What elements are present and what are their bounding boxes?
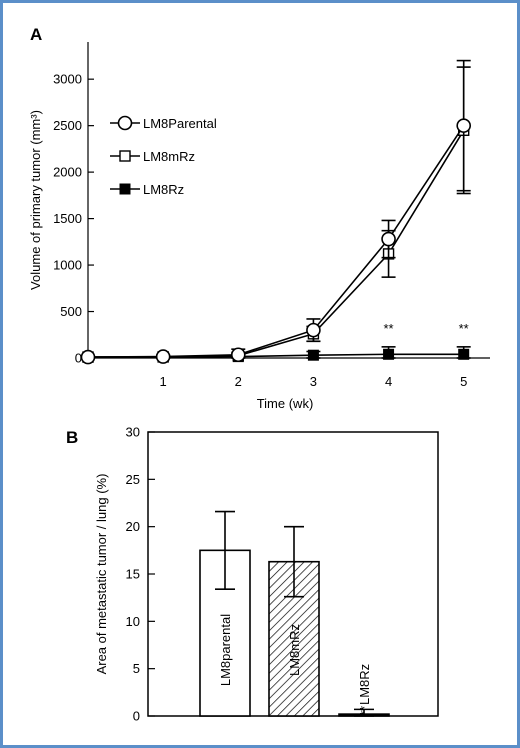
y-tick-label: 30 [126, 425, 140, 440]
y-tick-label: 3000 [53, 72, 82, 87]
series-lm8mrz [81, 66, 471, 363]
bar-label: LM8mRz [287, 624, 302, 676]
legend-label: LM8mRz [143, 149, 195, 164]
annotation-layer: ** ** [383, 321, 468, 336]
significance-marker: ** [357, 706, 372, 716]
bar-layer: LM8parental LM8mRz LM8Rz** [199, 510, 390, 717]
y-tick-label: 25 [126, 472, 140, 487]
y-tick-label: 2000 [53, 165, 82, 180]
y-tick-label: 20 [126, 519, 140, 534]
data-point-filled-square [458, 348, 470, 360]
series-lm8rz [81, 346, 471, 363]
series-layer [80, 59, 472, 365]
significance-marker: ** [383, 321, 393, 336]
y-ticks: 0 5 10 15 20 25 30 [126, 425, 155, 724]
line-chart: 0 500 1000 1500 2000 2500 3000 1 2 3 4 5 ** ** Time… [28, 42, 490, 411]
data-point-filled-square [307, 349, 319, 361]
x-tick-label: 1 [160, 374, 167, 389]
x-tick-label: 3 [310, 374, 317, 389]
y-axis-title: Volume of primary tumor (mm³) [28, 110, 43, 290]
bar-chart: 0 5 10 15 20 25 30 LM8parental LM8mRz LM8Rz** Ar… [94, 425, 439, 724]
y-tick-label: 1000 [53, 258, 82, 273]
legend-label: LM8Rz [143, 182, 184, 197]
y-tick-label: 0 [75, 351, 82, 366]
data-point-circle [117, 115, 133, 131]
significance-marker: ** [459, 321, 469, 336]
panel-a-letter: A [30, 25, 42, 44]
x-axis-title: Time (wk) [257, 396, 314, 411]
data-point-circle [456, 118, 472, 133]
panel-b-letter: B [66, 428, 78, 447]
data-point-circle [155, 349, 171, 364]
series-lm8parental [80, 59, 472, 365]
data-point-circle [230, 347, 246, 363]
y-tick-label: 500 [60, 304, 82, 319]
legend: LM8Parental LM8mRz LM8Rz [110, 115, 217, 197]
y-ticks: 0 500 1000 1500 2000 2500 3000 [53, 72, 94, 366]
data-point-circle [381, 231, 396, 247]
bar-label: LM8parental [218, 614, 233, 686]
x-tick-label: 5 [460, 374, 467, 389]
data-point-circle [306, 322, 321, 338]
data-point-square [119, 150, 131, 162]
series-line [87, 129, 465, 358]
legend-label: LM8Parental [143, 116, 217, 131]
x-tick-label: 4 [385, 374, 392, 389]
data-point-filled-square [119, 183, 131, 195]
series-line [87, 125, 465, 358]
y-axis-title: Area of metastatic tumor / lung (%) [94, 474, 109, 675]
y-tick-label: 10 [126, 614, 140, 629]
bar-label: LM8Rz [357, 664, 372, 705]
data-point-circle [80, 349, 96, 365]
y-tick-label: 0 [133, 709, 140, 724]
x-tick-label: 2 [235, 374, 242, 389]
y-tick-label: 5 [133, 661, 140, 676]
data-point-filled-square [383, 348, 395, 360]
y-tick-label: 1500 [53, 211, 82, 226]
y-tick-label: 2500 [53, 118, 82, 133]
y-tick-label: 15 [126, 567, 140, 582]
